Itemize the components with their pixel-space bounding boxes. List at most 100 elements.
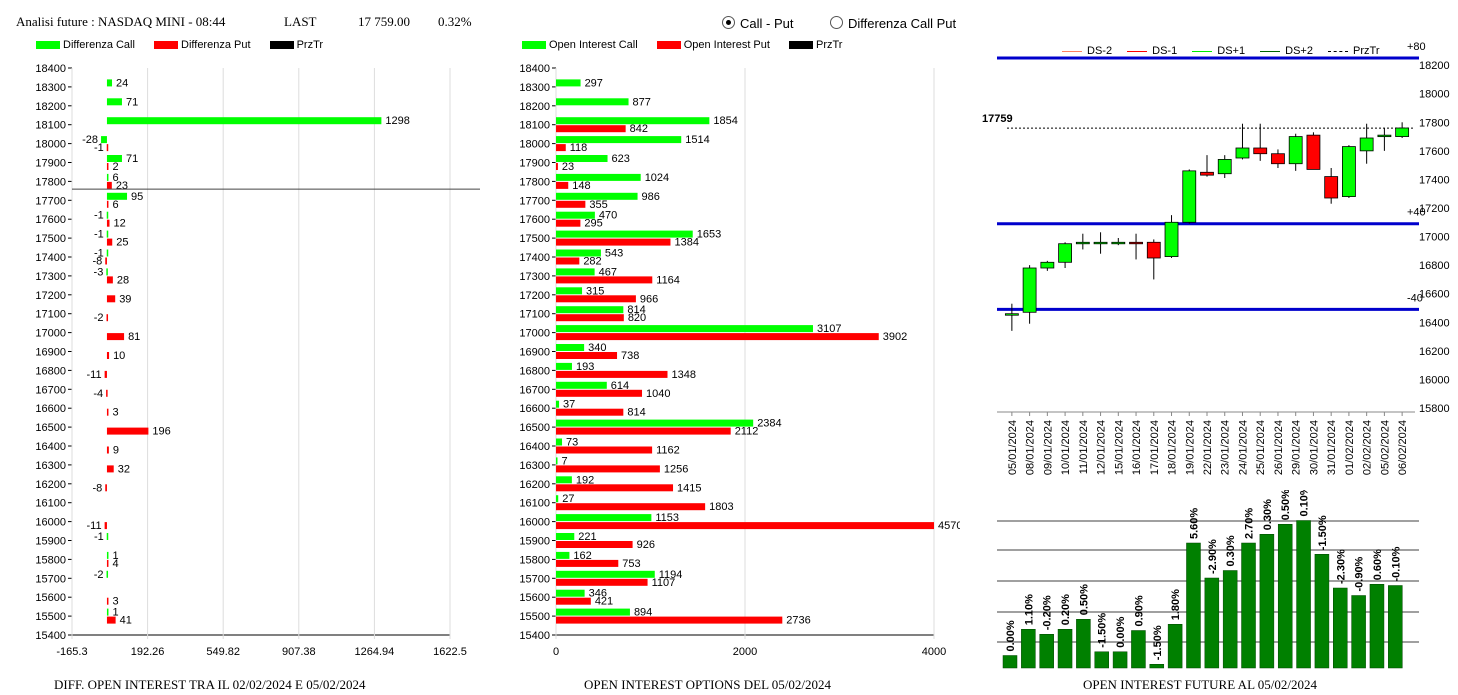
open-interest-options-chart: 18400 18300 18200 18100 18000 17900 17800 17700…	[519, 63, 960, 658]
diff-bar-put	[106, 295, 116, 303]
oi-strike-label: 15800	[519, 554, 550, 566]
future-oi-label: 0.00%	[1115, 616, 1127, 647]
diff-bar-call	[101, 136, 107, 144]
oi-bar-call	[556, 457, 558, 465]
diff-value-label: 12	[113, 218, 125, 230]
future-oi-bar	[1167, 624, 1183, 669]
oi-value-label: 1256	[664, 463, 688, 475]
diff-bar-call	[106, 98, 122, 106]
oi-strike-label: 16200	[519, 479, 550, 491]
future-oi-bar	[1296, 520, 1311, 669]
legend-ds-1: DS-1	[1152, 45, 1178, 57]
oi-strike-label: 17900	[519, 158, 550, 170]
diff-bar-call	[106, 211, 109, 219]
oi-bar-put	[556, 559, 619, 567]
last-label: LAST	[284, 14, 317, 29]
candle-y-tick-label: 16200	[1419, 346, 1450, 358]
diff-strike-label: 16900	[35, 347, 66, 359]
candle-up	[1182, 170, 1197, 223]
diff-value-label: 39	[119, 293, 131, 305]
oi-bar-call	[556, 155, 608, 162]
oi-bar-call	[556, 268, 595, 276]
candlestick-chart: 18200 18000 17800 17600 17400 17200 17000 16800…	[982, 41, 1450, 475]
candle-date-label: 18/01/2024	[1167, 420, 1179, 475]
diff-bar-put	[106, 163, 109, 170]
diff-value-label: 81	[128, 331, 140, 343]
future-oi-label: -1.50%	[1097, 613, 1109, 648]
future-oi-label: -1.50%	[1317, 515, 1329, 550]
last-value: 17 759.00	[358, 14, 410, 29]
future-oi-label: 0.90%	[1133, 595, 1145, 626]
oi-value-label: 623	[612, 153, 630, 165]
oi-value-label: 1153	[655, 512, 679, 524]
oi-strike-label: 17800	[519, 176, 550, 188]
diff-bar-put	[106, 465, 114, 473]
diff-bar-put	[106, 559, 109, 567]
oi-bar-call	[556, 495, 559, 503]
diff-strike-label: 18300	[35, 82, 66, 94]
diff-strike-label: 16800	[35, 365, 66, 377]
oi-bar-call	[556, 211, 595, 219]
oi-value-label: 315	[586, 285, 604, 297]
oi-strike-label: 17700	[519, 195, 550, 207]
diff-strike-label: 15400	[35, 630, 66, 642]
diff-value-label: 3	[112, 407, 118, 419]
radio-call-put[interactable]: Call - Put	[722, 16, 793, 31]
candle-date-label: 16/01/2024	[1131, 420, 1143, 475]
oi-strike-label: 15600	[519, 592, 550, 604]
oi-strike-label: 17300	[519, 271, 550, 283]
oi-strike-label: 17400	[519, 252, 550, 264]
oi-value-label: 3107	[817, 323, 841, 335]
oi-value-label: 1514	[685, 134, 709, 146]
legend-diff-call: Differenza Call	[63, 39, 135, 51]
oi-strike-label: 16500	[519, 422, 550, 434]
oi-strike-label: 16000	[519, 517, 550, 529]
oi-bar-call	[556, 325, 813, 333]
radio-selected-icon	[722, 16, 735, 29]
oi-value-label: 1415	[677, 482, 701, 494]
diff-bar-put	[106, 314, 109, 322]
oi-strike-label: 17200	[519, 290, 550, 302]
oi-value-label: 193	[576, 361, 594, 373]
future-oi-label: -1.50%	[1152, 625, 1164, 660]
oi-value-label: 282	[583, 256, 601, 268]
future-oi-bar	[1057, 629, 1073, 669]
legend-oi-prztr-swatch	[789, 41, 813, 50]
diff-value-label: 71	[126, 153, 138, 165]
diff-value-label: 2	[112, 161, 118, 173]
radio-differenza-call-put[interactable]: Differenza Call Put	[830, 16, 956, 31]
change-percent: 0.32%	[438, 14, 472, 29]
future-oi-label: -0.90%	[1354, 556, 1366, 591]
future-oi-bar	[1388, 585, 1403, 669]
oi-value-label: 1348	[671, 369, 695, 381]
future-oi-bar	[1222, 570, 1238, 669]
diff-bar-put	[106, 446, 109, 454]
oi-strike-label: 15500	[519, 611, 550, 623]
future-oi-bar	[1149, 664, 1165, 669]
candle-up	[1359, 137, 1374, 152]
future-oi-label: 1.80%	[1170, 589, 1182, 620]
oi-value-label: 162	[573, 550, 591, 562]
diff-value-label: 1	[112, 550, 118, 562]
future-oi-label: 0.30%	[1262, 499, 1274, 530]
diff-bar-put	[106, 389, 108, 397]
legend-oi-put: Open Interest Put	[683, 39, 770, 51]
candle-date-label: 12/01/2024	[1096, 420, 1108, 475]
diff-value-label: 1	[112, 607, 118, 619]
future-oi-bar	[1076, 619, 1091, 669]
future-oi-label: -0.20%	[1042, 595, 1054, 630]
diff-x-tick-label: 192.26	[131, 646, 165, 658]
candle-up	[1217, 159, 1232, 175]
legend-candle: DS-2 DS-1 DS+1 DS+2 PrzTr	[1062, 45, 1380, 57]
oi-bar-call	[556, 419, 754, 427]
diff-value-label: 10	[113, 350, 125, 362]
candle-y-tick-label: 16600	[1419, 289, 1450, 301]
candle-y-tick-label: 18000	[1419, 89, 1450, 101]
candle-y-tick-label: 17600	[1419, 146, 1450, 158]
candle-date-label: 05/02/2024	[1379, 420, 1391, 475]
future-oi-label: -2.30%	[1335, 549, 1347, 584]
diff-value-label: 41	[120, 615, 132, 627]
instrument-title: Analisi future : NASDAQ MINI - 08:44	[16, 14, 226, 29]
diff-value-label: -1	[94, 248, 104, 260]
diff-value-label: 196	[152, 426, 170, 438]
